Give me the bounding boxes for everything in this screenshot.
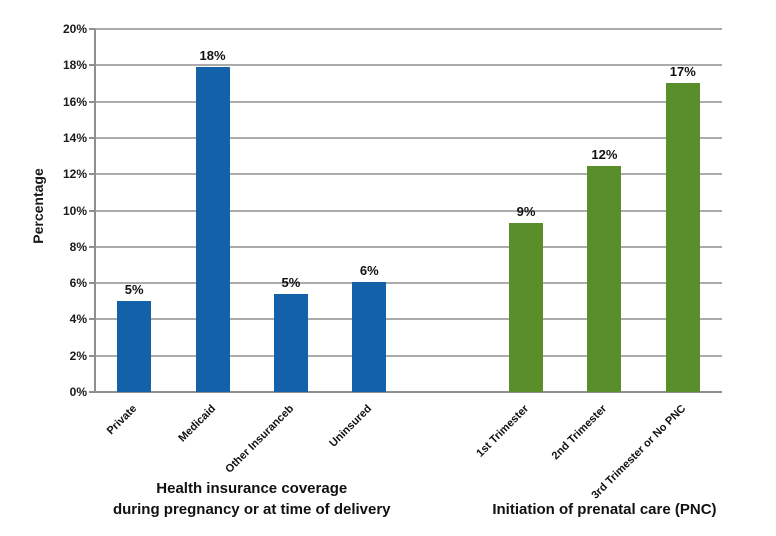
y-tick-mark <box>89 64 95 67</box>
gridline <box>95 136 722 139</box>
bar-value-label: 12% <box>591 147 618 163</box>
bar <box>665 83 700 392</box>
group-axis-label: during pregnancy or at time of delivery <box>112 501 391 518</box>
gridline <box>95 282 722 285</box>
bar <box>587 166 622 392</box>
gridline <box>95 354 722 357</box>
group-axis-label: Health insurance coverage <box>156 480 348 497</box>
y-tick-label: 18% <box>62 58 87 73</box>
gridline <box>95 28 722 30</box>
bar-value-label: 18% <box>199 48 226 64</box>
bar <box>273 293 308 392</box>
y-tick-label: 0% <box>69 385 87 399</box>
y-tick-mark <box>89 391 95 393</box>
y-tick-mark <box>89 100 95 103</box>
y-tick-label: 14% <box>62 130 87 145</box>
group-axis-label: Initiation of prenatal care (PNC) <box>492 501 717 518</box>
x-axis-line <box>95 391 722 393</box>
y-tick-label: 16% <box>62 94 87 109</box>
y-tick-label: 4% <box>69 312 87 327</box>
y-tick-label: 12% <box>62 167 87 182</box>
gridline <box>95 209 722 212</box>
bar <box>352 282 387 392</box>
bar-value-label: 6% <box>359 263 379 279</box>
bar-value-label: 17% <box>669 64 696 80</box>
y-axis-line <box>94 29 96 392</box>
y-tick-mark <box>89 245 95 248</box>
bar <box>117 301 152 392</box>
y-tick-label: 20% <box>62 22 87 36</box>
gridline <box>95 64 722 67</box>
y-tick-mark <box>89 173 95 176</box>
bar-value-label: 9% <box>516 204 536 220</box>
y-tick-mark <box>89 282 95 285</box>
bar-value-label: 5% <box>281 274 301 290</box>
gridline <box>95 245 722 248</box>
y-tick-mark <box>89 354 95 357</box>
y-tick-mark <box>89 28 95 30</box>
bar-value-label: 5% <box>124 282 144 298</box>
y-tick-label: 8% <box>69 239 87 254</box>
gridline <box>95 318 722 321</box>
gridline <box>95 100 722 103</box>
gridline <box>95 173 722 176</box>
y-tick-label: 10% <box>62 203 87 218</box>
y-tick-mark <box>89 136 95 139</box>
y-tick-label: 2% <box>69 348 87 363</box>
y-tick-label: 6% <box>69 276 87 291</box>
y-tick-mark <box>89 318 95 321</box>
bar <box>509 223 544 392</box>
bar <box>195 67 230 392</box>
y-tick-mark <box>89 209 95 212</box>
